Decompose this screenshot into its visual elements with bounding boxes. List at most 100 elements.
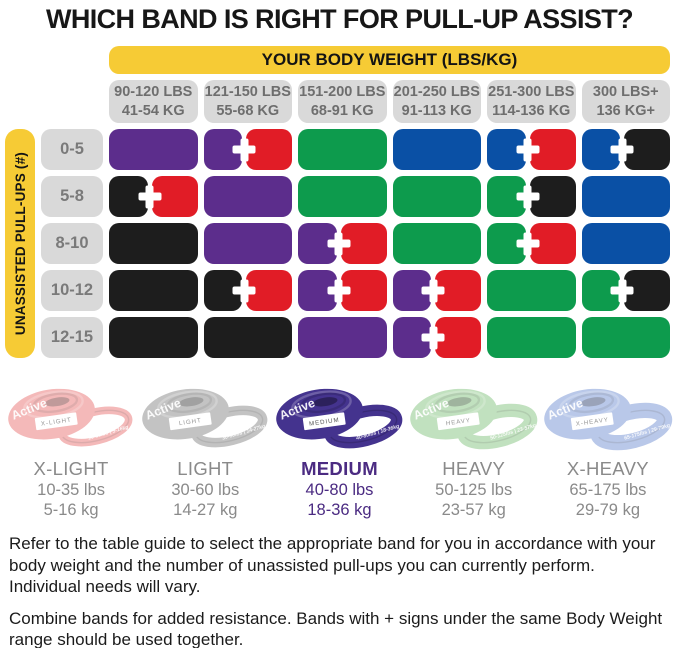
purple-band-pill xyxy=(203,176,292,218)
band-legend: Active X-LIGHT 10-35lbs | 5-16kg X-LIGHT 10-… xyxy=(0,379,679,520)
column-header-kg: 68-91 KG xyxy=(310,102,374,119)
band-card-x-heavy: Active X-HEAVY 65-175lbs | 29-79kg X-HEAVY 6… xyxy=(541,379,675,520)
row-label-12-15: 12-15 xyxy=(41,317,103,359)
column-header-5: 251-300 LBS 114-136 KG xyxy=(487,80,576,124)
row-label-8-10: 8-10 xyxy=(41,223,103,265)
band-cell-5-8-col1 xyxy=(109,176,198,218)
black-band-pill xyxy=(203,317,292,359)
band-cell-8-10-col6 xyxy=(581,223,670,265)
footer-note-2: Combine bands for added resistance. Band… xyxy=(9,608,663,648)
band-cell-0-5-col2 xyxy=(203,129,292,171)
band-kg-range: 5-16 kg xyxy=(43,501,99,520)
page-title: WHICH BAND IS RIGHT FOR PULL-UP ASSIST? xyxy=(45,4,634,34)
plus-icon xyxy=(138,185,162,209)
column-header-lbs: 201-250 LBS xyxy=(393,83,480,100)
column-header-4: 201-250 LBS 91-113 KG xyxy=(392,80,481,124)
svg-text:X-HEAVY: X-HEAVY xyxy=(576,416,610,428)
band-cell-0-5-col5 xyxy=(487,129,576,171)
band-kg-range: 18-36 kg xyxy=(307,501,372,520)
column-header-lbs: 251-300 LBS xyxy=(488,83,575,100)
plus-icon xyxy=(232,138,256,162)
svg-text:MEDIUM: MEDIUM xyxy=(309,417,340,428)
blue-band-pill xyxy=(392,129,481,171)
plus-icon xyxy=(516,138,540,162)
band-cell-5-8-col4 xyxy=(392,176,481,218)
plus-icon xyxy=(610,279,634,303)
band-cell-0-5-col1 xyxy=(109,129,198,171)
band-card-x-light: Active X-LIGHT 10-35lbs | 5-16kg X-LIGHT 10-… xyxy=(4,379,138,520)
green-band-pill xyxy=(487,317,576,359)
row-label-0-5: 0-5 xyxy=(41,129,103,171)
band-cell-0-5-col4 xyxy=(392,129,481,171)
black-band-pill xyxy=(109,317,198,359)
band-cell-10-12-col5 xyxy=(487,270,576,312)
green-band-pill xyxy=(392,223,481,265)
plus-icon xyxy=(516,232,540,256)
pullups-axis-label: UNASSISTED PULL-UPS (#) xyxy=(12,151,28,336)
band-cell-12-15-col5 xyxy=(487,317,576,359)
black-band-pill xyxy=(109,270,198,312)
band-cell-8-10-col3 xyxy=(298,223,387,265)
band-cell-5-8-col5 xyxy=(487,176,576,218)
band-kg-range: 23-57 kg xyxy=(441,501,506,520)
band-lbs-range: 30-60 lbs xyxy=(171,481,240,500)
pullups-axis: UNASSISTED PULL-UPS (#) xyxy=(5,129,35,359)
column-header-3: 151-200 LBS 68-91 KG xyxy=(298,80,387,124)
purple-band-pill xyxy=(203,223,292,265)
band-kg-range: 29-79 kg xyxy=(575,501,640,520)
band-cell-0-5-col6 xyxy=(581,129,670,171)
svg-text:LIGHT: LIGHT xyxy=(178,417,202,427)
green-band-pill xyxy=(298,129,387,171)
band-cell-12-15-col2 xyxy=(203,317,292,359)
band-cell-12-15-col1 xyxy=(109,317,198,359)
band-cell-10-12-col4 xyxy=(392,270,481,312)
body-weight-header: YOUR BODY WEIGHT (LBS/KG) xyxy=(109,46,670,75)
column-header-kg: 41-54 KG xyxy=(121,102,185,119)
plus-icon xyxy=(327,279,351,303)
row-label-10-12: 10-12 xyxy=(41,270,103,312)
band-lbs-range: 10-35 lbs xyxy=(37,481,106,500)
band-cell-5-8-col2 xyxy=(203,176,292,218)
row-label-5-8: 5-8 xyxy=(41,176,103,218)
green-band-pill xyxy=(298,176,387,218)
band-cell-10-12-col3 xyxy=(298,270,387,312)
column-header-1: 90-120 LBS 41-54 KG xyxy=(109,80,198,124)
band-name: HEAVY xyxy=(442,458,506,480)
column-header-2: 121-150 LBS 55-68 KG xyxy=(203,80,292,124)
band-name: LIGHT xyxy=(177,458,234,480)
band-cell-8-10-col5 xyxy=(487,223,576,265)
purple-band-pill xyxy=(298,317,387,359)
band-cell-10-12-col6 xyxy=(581,270,670,312)
svg-text:X-LIGHT: X-LIGHT xyxy=(40,417,72,428)
band-cell-10-12-col2 xyxy=(203,270,292,312)
green-band-pill xyxy=(581,317,670,359)
column-header-6: 300 LBS+ 136 KG+ xyxy=(581,80,670,124)
column-header-kg: 136 KG+ xyxy=(596,102,655,119)
band-cell-5-8-col3 xyxy=(298,176,387,218)
band-name: X-LIGHT xyxy=(33,458,109,480)
black-band-pill xyxy=(109,223,198,265)
band-lbs-range: 40-80 lbs xyxy=(305,481,374,500)
band-cell-12-15-col6 xyxy=(581,317,670,359)
band-card-light: Active LIGHT 30-60lbs | 14-27kg LIGHT 30-60 … xyxy=(138,379,272,520)
body-weight-header-label: YOUR BODY WEIGHT (LBS/KG) xyxy=(261,50,518,70)
plus-icon xyxy=(421,279,445,303)
plus-icon xyxy=(232,279,256,303)
blue-band-pill xyxy=(581,176,670,218)
column-header-lbs: 151-200 LBS xyxy=(299,83,386,100)
footer-note-1: Refer to the table guide to select the a… xyxy=(9,534,656,596)
band-lbs-range: 65-175 lbs xyxy=(569,481,647,500)
footer-notes: Refer to the table guide to select the a… xyxy=(0,533,679,648)
band-cell-8-10-col1 xyxy=(109,223,198,265)
column-header-lbs: 300 LBS+ xyxy=(592,83,659,100)
column-header-kg: 55-68 KG xyxy=(216,102,280,119)
blue-band-pill xyxy=(581,223,670,265)
band-name: MEDIUM xyxy=(301,458,378,480)
green-band-pill xyxy=(487,270,576,312)
